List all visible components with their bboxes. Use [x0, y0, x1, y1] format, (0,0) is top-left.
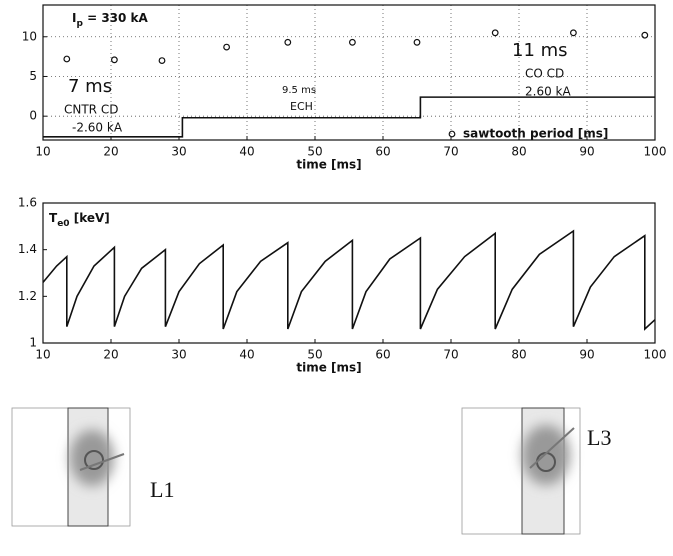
x-tick-label: 50 [307, 348, 322, 362]
legend-label: sawtooth period [ms] [463, 127, 608, 141]
x-tick-label: 60 [375, 348, 390, 362]
x-tick-label: 10 [35, 348, 50, 362]
x-tick-label: 70 [443, 145, 458, 159]
annotation: 9.5 ms [282, 85, 316, 96]
chart-title: Ip = 330 kA [72, 11, 149, 29]
annotation: ECH [290, 100, 313, 113]
figure: L1 L3 0 5 10 10 20 30 40 50 60 70 80 90 100 time [ms]… [0, 0, 673, 552]
x-tick-label: 40 [239, 348, 254, 362]
y-tick-label: 1.2 [18, 289, 37, 303]
marker [64, 56, 70, 62]
y-tick-label: 1.4 [18, 242, 37, 256]
annotation: 11 ms [512, 40, 568, 61]
annotation: CNTR CD [64, 103, 118, 117]
x-tick-label: 30 [171, 145, 186, 159]
x-tick-label: 20 [103, 348, 118, 362]
x-tick-label: 100 [644, 348, 667, 362]
y-label-rest: [keV] [70, 211, 110, 225]
y-axis-label: Te0 [keV] [49, 211, 110, 229]
x-tick-label: 70 [443, 348, 458, 362]
x-axis-label: time [ms] [296, 361, 361, 375]
panel-label: L3 [587, 425, 611, 450]
x-tick-label: 100 [644, 145, 667, 159]
x-axis-label: time [ms] [296, 158, 361, 172]
marker [350, 40, 356, 46]
line [43, 231, 655, 329]
x-tick-label: 20 [103, 145, 118, 159]
x-tick-label: 90 [579, 348, 594, 362]
marker [112, 57, 118, 63]
marker [159, 58, 165, 64]
y-tick-label: 1.6 [18, 196, 37, 210]
x-tick-label: 90 [579, 145, 594, 159]
title-rest: = 330 kA [83, 11, 149, 25]
x-tick-label: 10 [35, 145, 50, 159]
x-tick-label: 60 [375, 145, 390, 159]
y-tick-label: 0 [29, 109, 37, 123]
y-tick-label: 5 [29, 69, 37, 83]
marker [492, 30, 498, 36]
marker [285, 40, 291, 46]
annotation: 7 ms [68, 76, 112, 97]
x-tick-label: 50 [307, 145, 322, 159]
x-tick-label: 40 [239, 145, 254, 159]
y-label-sub: e0 [57, 219, 69, 229]
marker [414, 40, 420, 46]
x-tick-label: 80 [511, 348, 526, 362]
marker [224, 44, 230, 50]
marker [642, 32, 648, 38]
annotation: -2.60 kA [72, 121, 123, 135]
marker [571, 30, 577, 36]
x-tick-label: 80 [511, 145, 526, 159]
panel-2: L3 [462, 408, 611, 534]
y-tick-label: 10 [22, 29, 37, 43]
legend-marker [449, 131, 455, 137]
annotation: CO CD [525, 67, 564, 81]
plot-frame [43, 203, 655, 343]
panel-1: L1 [12, 408, 174, 526]
x-tick-label: 30 [171, 348, 186, 362]
panel-label: L1 [150, 477, 174, 502]
